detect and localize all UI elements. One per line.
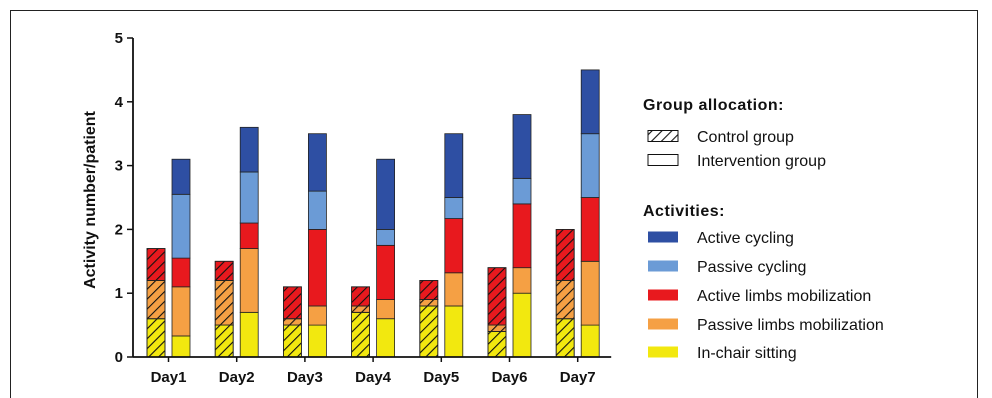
bar-segment-day7-intervention-active-cycling xyxy=(580,69,600,135)
x-tick-label-day7: Day7 xyxy=(560,369,596,386)
legend-swatch-passive-limbs-mobilization xyxy=(648,318,678,330)
bar-hatch-day2-active-limbs-mobilization xyxy=(214,260,234,281)
legend-heading-activities: Activities: xyxy=(643,203,725,220)
bar-segment-day2-intervention-active-limbs-mobilization xyxy=(239,222,259,249)
bar-segment-day4-intervention-active-limbs-mobilization xyxy=(376,244,396,300)
legend-label-active-cycling: Active cycling xyxy=(697,230,794,247)
bar-hatch-day4-in-chair-sitting xyxy=(351,311,371,358)
bar-hatch-day4-active-limbs-mobilization xyxy=(351,286,371,307)
bar-segment-day5-intervention-active-limbs-mobilization xyxy=(444,218,464,274)
x-tick-label-day6: Day6 xyxy=(492,369,528,386)
bar-segment-day6-intervention-active-limbs-mobilization xyxy=(512,203,532,269)
legend-swatch-active-limbs-mobilization xyxy=(648,289,678,301)
chart-frame xyxy=(10,10,978,398)
x-tick-label-day4: Day4 xyxy=(355,369,392,386)
bar-segment-day7-intervention-passive-cycling xyxy=(580,133,600,198)
bar-segment-day1-intervention-passive-limbs-mobilization xyxy=(171,286,191,337)
legend-heading-group: Group allocation: xyxy=(643,97,784,114)
legend-label-control-group: Control group xyxy=(697,129,794,146)
bar-hatch-day6-active-limbs-mobilization xyxy=(487,267,507,326)
bar-hatch-day6-passive-limbs-mobilization xyxy=(487,324,507,332)
legend-swatch-active-cycling xyxy=(648,231,678,243)
y-tick-label-4: 4 xyxy=(115,94,124,111)
bar-segment-day2-intervention-in-chair-sitting xyxy=(239,311,259,358)
axes: Day1 Day2 Day3 Day4 Day5 Day6 Day7 0 1 2 3 4 5 xyxy=(115,30,612,386)
bar-hatch-day3-in-chair-sitting xyxy=(282,324,302,358)
x-tick-label-day1: Day1 xyxy=(151,369,187,386)
legend-label-intervention-group: Intervention group xyxy=(697,153,826,170)
bar-hatch-day7-in-chair-sitting xyxy=(555,318,575,358)
bar-hatch-day1-active-limbs-mobilization xyxy=(146,248,166,281)
bar-segment-day6-intervention-passive-limbs-mobilization xyxy=(512,267,532,294)
bar-hatch-day2-in-chair-sitting xyxy=(214,324,234,358)
bar-hatch-day3-active-limbs-mobilization xyxy=(282,286,302,320)
bar-hatch-day6-in-chair-sitting xyxy=(487,331,507,358)
bar-segment-day3-intervention-passive-cycling xyxy=(307,190,327,230)
bar-segment-day5-intervention-active-cycling xyxy=(444,133,464,198)
bar-segment-day5-intervention-in-chair-sitting xyxy=(444,305,464,358)
bar-segment-day4-intervention-passive-cycling xyxy=(376,228,396,246)
bar-segment-day6-intervention-active-cycling xyxy=(512,114,532,179)
legend-swatch-control-group xyxy=(647,130,679,142)
bar-hatch-day1-passive-limbs-mobilization xyxy=(146,280,166,320)
bar-segment-day6-intervention-in-chair-sitting xyxy=(512,292,532,358)
bar-segment-day2-intervention-passive-limbs-mobilization xyxy=(239,248,259,313)
y-tick-label-3: 3 xyxy=(115,158,123,175)
y-tick-label-2: 2 xyxy=(115,221,123,238)
bar-segment-day5-intervention-passive-limbs-mobilization xyxy=(444,272,464,307)
legend-swatch-intervention-group xyxy=(647,154,679,166)
bar-hatch-day5-active-limbs-mobilization xyxy=(419,280,439,300)
legend-swatch-in-chair-sitting xyxy=(648,346,678,358)
bar-segment-day7-intervention-passive-limbs-mobilization xyxy=(580,260,600,326)
legend: Group allocation: Control group Interventi… xyxy=(643,97,884,362)
y-tick-label-0: 0 xyxy=(115,349,123,366)
bar-segment-day4-intervention-in-chair-sitting xyxy=(376,318,396,358)
bar-hatch-day7-passive-limbs-mobilization xyxy=(555,280,575,320)
bar-hatch-day5-in-chair-sitting xyxy=(419,305,439,358)
plot-area xyxy=(146,69,600,358)
bar-hatch-day5-passive-limbs-mobilization xyxy=(419,299,439,307)
bar-hatch-day1-in-chair-sitting xyxy=(146,318,166,358)
legend-label-passive-cycling: Passive cycling xyxy=(697,259,806,276)
legend-label-passive-limbs-mobilization: Passive limbs mobilization xyxy=(697,317,884,334)
bar-segment-day7-intervention-active-limbs-mobilization xyxy=(580,197,600,262)
bar-segment-day3-intervention-in-chair-sitting xyxy=(307,324,327,358)
bar-segment-day1-intervention-active-cycling xyxy=(171,158,191,195)
bar-segment-day3-intervention-active-cycling xyxy=(307,133,327,192)
x-tick-label-day5: Day5 xyxy=(423,369,459,386)
bar-segment-day4-intervention-passive-limbs-mobilization xyxy=(376,299,396,320)
bar-segment-day1-intervention-in-chair-sitting xyxy=(171,335,191,358)
legend-label-active-limbs-mobilization: Active limbs mobilization xyxy=(697,288,871,305)
bar-segment-day6-intervention-passive-cycling xyxy=(512,177,532,205)
bar-segment-day3-intervention-active-limbs-mobilization xyxy=(307,228,327,307)
bar-segment-day2-intervention-active-cycling xyxy=(239,126,259,173)
y-axis-title: Activity number/patient xyxy=(82,110,99,288)
bar-segment-day5-intervention-passive-cycling xyxy=(444,197,464,219)
bar-segment-day1-intervention-passive-cycling xyxy=(171,193,191,259)
bar-segment-day7-intervention-in-chair-sitting xyxy=(580,324,600,358)
bar-hatch-day3-passive-limbs-mobilization xyxy=(282,318,302,326)
legend-label-in-chair-sitting: In-chair sitting xyxy=(697,345,797,362)
bar-segment-day4-intervention-active-cycling xyxy=(376,158,396,230)
x-tick-label-day3: Day3 xyxy=(287,369,323,386)
bar-segment-day1-intervention-active-limbs-mobilization xyxy=(171,257,191,288)
y-tick-label-1: 1 xyxy=(115,285,123,302)
legend-swatch-passive-cycling xyxy=(648,260,678,272)
bar-hatch-day4-passive-limbs-mobilization xyxy=(351,305,371,313)
bar-segment-day3-intervention-passive-limbs-mobilization xyxy=(307,305,327,326)
bar-segment-day2-intervention-passive-cycling xyxy=(239,171,259,224)
bar-hatch-day2-passive-limbs-mobilization xyxy=(214,280,234,326)
bar-hatch-day7-active-limbs-mobilization xyxy=(555,228,575,281)
x-tick-label-day2: Day2 xyxy=(219,369,255,386)
y-tick-label-5: 5 xyxy=(115,30,123,47)
